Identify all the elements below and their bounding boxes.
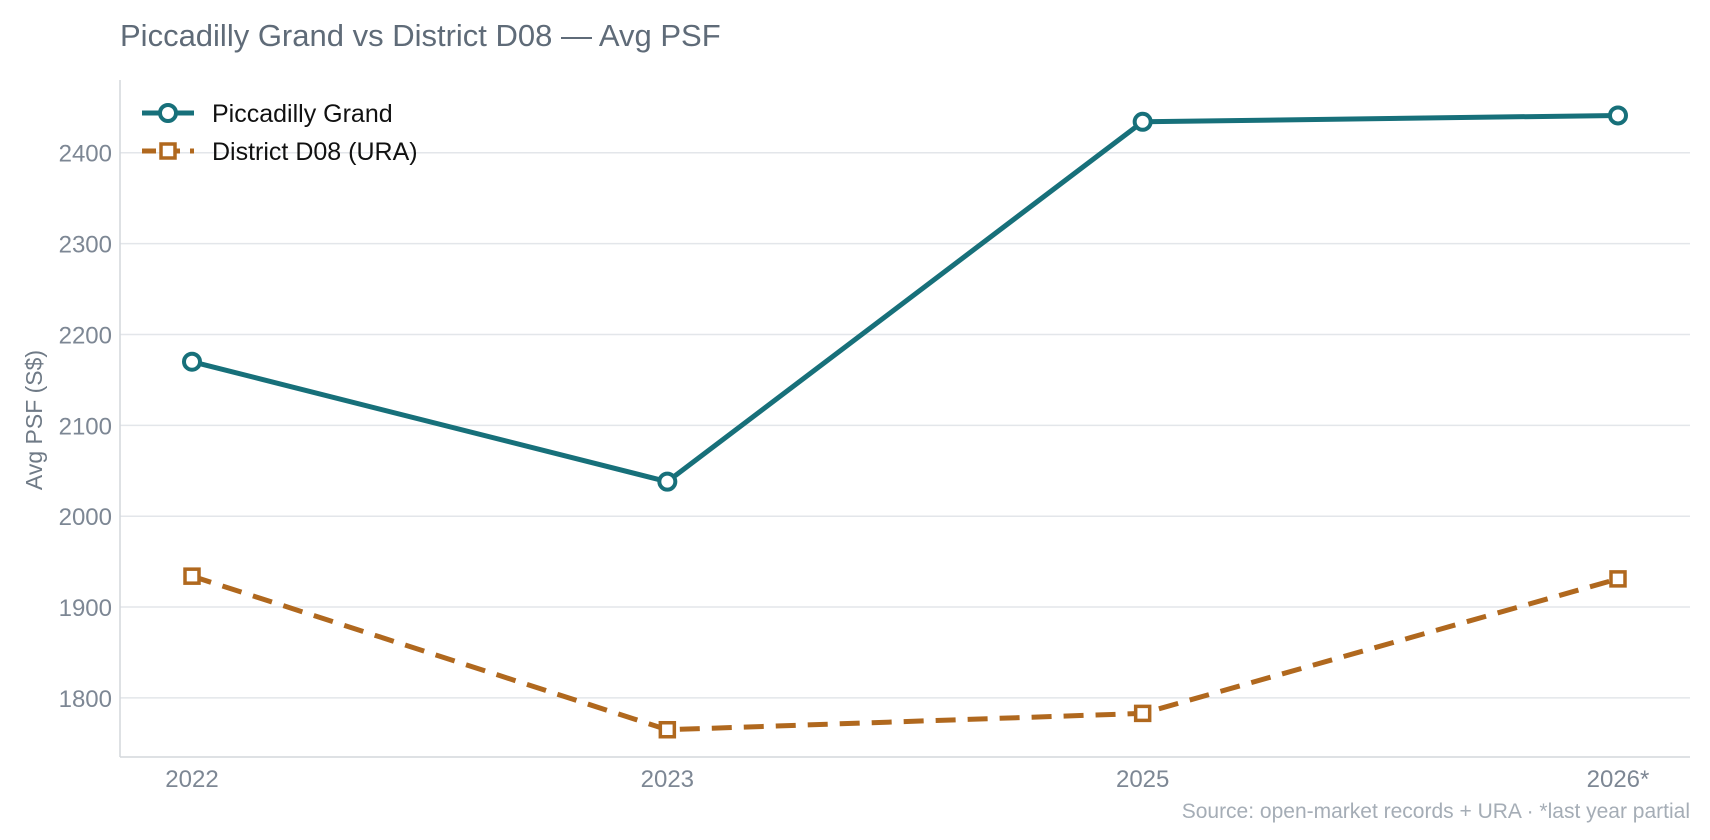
data-point <box>1609 570 1627 588</box>
y-axis-label: Avg PSF (S$) <box>21 350 47 490</box>
axes: 1800 1900 2000 2100 2200 2300 2400 2022 2023 2025… <box>59 80 1690 793</box>
legend-label: Piccadilly Grand <box>212 100 393 128</box>
y-tick-label: 1900 <box>59 595 112 622</box>
source-note: Source: open-market records + URA · *las… <box>1182 800 1690 823</box>
legend-marker <box>159 142 177 160</box>
y-tick-label: 2300 <box>59 232 112 259</box>
legend: Piccadilly Grand District D08 (URA) <box>142 100 418 166</box>
data-point <box>1132 111 1153 132</box>
x-tick-label: 2025 <box>1116 766 1169 793</box>
data-point <box>658 720 677 739</box>
chart-title: Piccadilly Grand vs District D08 — Avg P… <box>120 18 721 53</box>
series-layer <box>182 105 1628 739</box>
y-tick-label: 2100 <box>59 413 112 440</box>
series-line <box>191 573 1619 733</box>
gridlines <box>120 151 1690 699</box>
data-point <box>657 471 678 492</box>
series-line <box>191 112 1619 485</box>
data-point <box>183 567 201 585</box>
y-tick-label: 2200 <box>59 322 112 349</box>
y-tick-label: 2400 <box>59 141 112 168</box>
x-tick-label: 2026* <box>1587 766 1650 793</box>
data-point <box>1608 105 1628 126</box>
legend-label: District D08 (URA) <box>212 138 418 166</box>
data-point <box>1133 704 1152 723</box>
legend-marker <box>158 103 178 123</box>
y-tick-label: 1800 <box>59 686 112 713</box>
x-tick-label: 2023 <box>641 766 694 793</box>
data-point <box>182 351 202 372</box>
y-tick-label: 2000 <box>59 504 112 531</box>
x-tick-label: 2022 <box>165 766 218 793</box>
